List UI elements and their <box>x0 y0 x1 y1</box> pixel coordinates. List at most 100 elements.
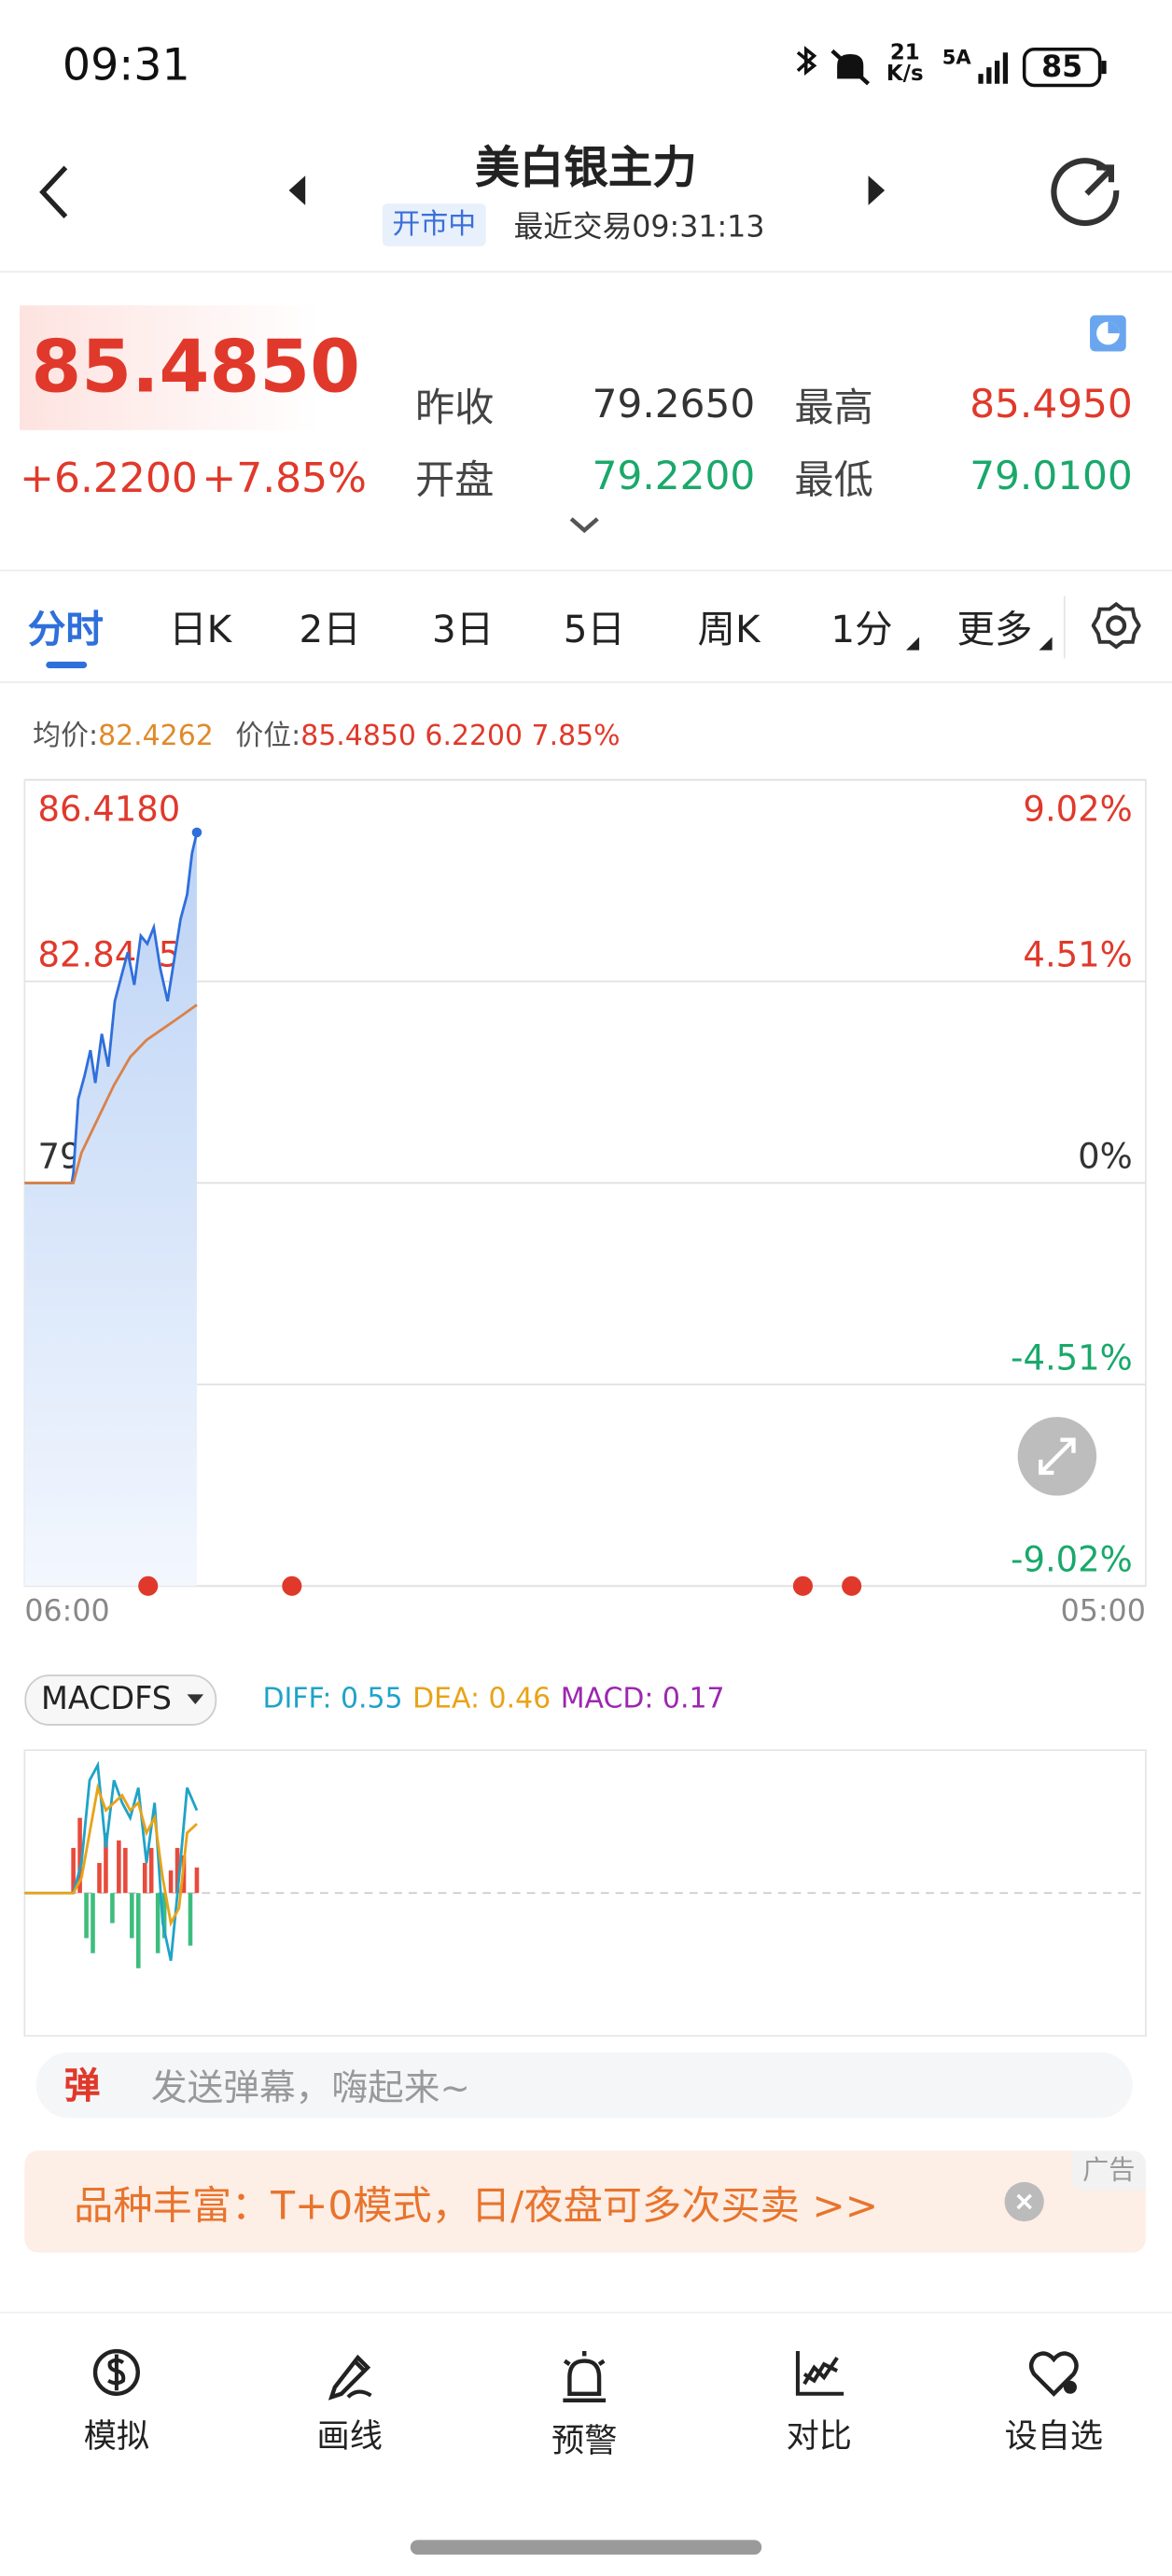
chart-type-icon[interactable] <box>1088 314 1127 353</box>
avg-label: 均价: <box>33 720 99 753</box>
divider <box>0 681 1172 683</box>
macd-bar <box>123 1847 128 1894</box>
nav-icon[interactable] <box>89 2345 145 2401</box>
event-marker <box>282 1575 302 1596</box>
macd-bar <box>110 1893 115 1924</box>
y2-tick-label: 9.02% <box>1023 789 1132 829</box>
header-title: 美白银主力 <box>475 143 697 195</box>
nav-label[interactable]: 画线 <box>316 2415 383 2456</box>
y2-tick-label: 4.51% <box>1023 935 1132 975</box>
stat-label: 开盘 <box>415 456 495 504</box>
period-tab[interactable]: 更多 <box>956 609 1033 652</box>
nav-label[interactable]: 对比 <box>786 2415 852 2456</box>
nav-label[interactable]: 预警 <box>551 2420 618 2461</box>
ad-tag: 广告 <box>1071 2150 1146 2191</box>
y-tick-label: 86.4180 <box>37 789 180 829</box>
nav-icon[interactable] <box>791 2345 847 2401</box>
macd-bar <box>142 1863 147 1894</box>
status-battery: 85 <box>1041 49 1083 85</box>
danmaku-icon: 弹 <box>63 2066 101 2108</box>
period-tab[interactable]: 分时 <box>27 609 104 652</box>
ad-banner[interactable] <box>24 2150 1146 2253</box>
period-tab[interactable]: 1分 <box>830 609 893 652</box>
period-tab[interactable]: 2日 <box>299 609 361 652</box>
avg-line <box>24 1003 198 1184</box>
refresh-button[interactable] <box>1047 154 1125 230</box>
stat-label: 最低 <box>794 456 873 504</box>
fullscreen-icon <box>1039 1437 1076 1476</box>
event-marker <box>842 1575 862 1596</box>
chart-legend: 均价:82.4262 价位:85.4850 6.2200 7.85% <box>33 712 621 753</box>
price-change-pct: +7.85% <box>202 454 367 502</box>
stat-label: 最高 <box>794 385 873 431</box>
tab-dropdown-mark <box>906 637 920 651</box>
danmaku-input[interactable] <box>35 2051 1133 2119</box>
dropdown-arrow <box>187 1694 204 1704</box>
price-highlight <box>20 305 322 430</box>
macd-bar <box>97 1863 102 1894</box>
stat-label: 昨收 <box>415 385 495 431</box>
next-contract[interactable] <box>865 174 888 206</box>
macd-bar <box>77 1817 82 1894</box>
tab-underline <box>46 661 88 668</box>
prev-contract[interactable] <box>286 174 309 206</box>
status-icons <box>796 46 1107 88</box>
macd-legend: DIFF: 0.55 DEA: 0.46 MACD: 0.17 <box>262 1683 734 1715</box>
period-tab[interactable]: 3日 <box>431 609 495 652</box>
period-tab[interactable]: 5日 <box>563 609 625 652</box>
last-trade: 最近交易09:31:13 <box>513 210 765 245</box>
macd-bar <box>174 1847 180 1894</box>
back-button[interactable] <box>33 161 82 223</box>
macd-frame <box>23 1749 1147 2037</box>
expand-chevron[interactable] <box>568 515 601 535</box>
macd-bar <box>91 1893 95 1953</box>
nav-label[interactable]: 设自选 <box>1004 2415 1104 2456</box>
price-value: 85.4850 6.2200 7.85% <box>300 720 621 753</box>
ad-close[interactable] <box>1003 2180 1046 2223</box>
speed-value: 21 <box>889 40 920 66</box>
price-change: +6.2200 <box>20 454 198 502</box>
price-line <box>24 832 199 1184</box>
status-network: 5A <box>942 46 971 69</box>
macd-bar <box>168 1870 174 1894</box>
macd-bar <box>117 1840 121 1894</box>
macd-bar <box>104 1832 108 1894</box>
x-tick-label: 05:00 <box>1061 1594 1146 1628</box>
event-marker <box>138 1575 159 1596</box>
macd-legend-entry: MACD: 0.17 <box>560 1683 725 1716</box>
period-tab[interactable]: 日K <box>169 609 232 652</box>
last-price: 85.4850 <box>31 326 360 410</box>
macd-bar <box>135 1893 141 1968</box>
ad-text: 品种丰富：T+0模式，日/夜盘可多次买卖 >> <box>74 2182 879 2229</box>
nav-label[interactable]: 模拟 <box>83 2415 150 2456</box>
macd-line <box>24 1783 198 1927</box>
indicator-dropdown[interactable] <box>24 1674 217 1726</box>
period-tab[interactable]: 周K <box>697 609 760 652</box>
status-speed: 21 K/s <box>886 43 924 86</box>
macd-bar <box>194 1867 200 1894</box>
macd-bar <box>161 1893 167 1939</box>
macd-bar <box>71 1847 76 1894</box>
settings-button[interactable] <box>1091 601 1141 651</box>
stat-value: 79.2650 <box>592 381 756 427</box>
speed-unit: K/s <box>886 62 924 88</box>
nav-icon[interactable] <box>556 2348 612 2404</box>
price-area <box>24 832 197 1587</box>
macd-bar <box>148 1847 154 1894</box>
last-price-dot <box>191 827 202 838</box>
nav-icon[interactable] <box>1026 2345 1081 2401</box>
macd-bar <box>84 1893 89 1939</box>
divider <box>0 569 1172 572</box>
y2-tick-label: 0% <box>1078 1137 1133 1177</box>
y2-tick-label: -4.51% <box>1011 1337 1133 1378</box>
home-indicator[interactable] <box>410 2540 762 2555</box>
divider <box>0 271 1172 273</box>
macd-bar <box>130 1893 134 1939</box>
event-marker <box>792 1575 814 1596</box>
nav-icon[interactable] <box>322 2345 378 2401</box>
tab-dropdown-mark <box>1039 637 1053 651</box>
macd-legend-entry: DEA: 0.46 <box>412 1683 551 1716</box>
